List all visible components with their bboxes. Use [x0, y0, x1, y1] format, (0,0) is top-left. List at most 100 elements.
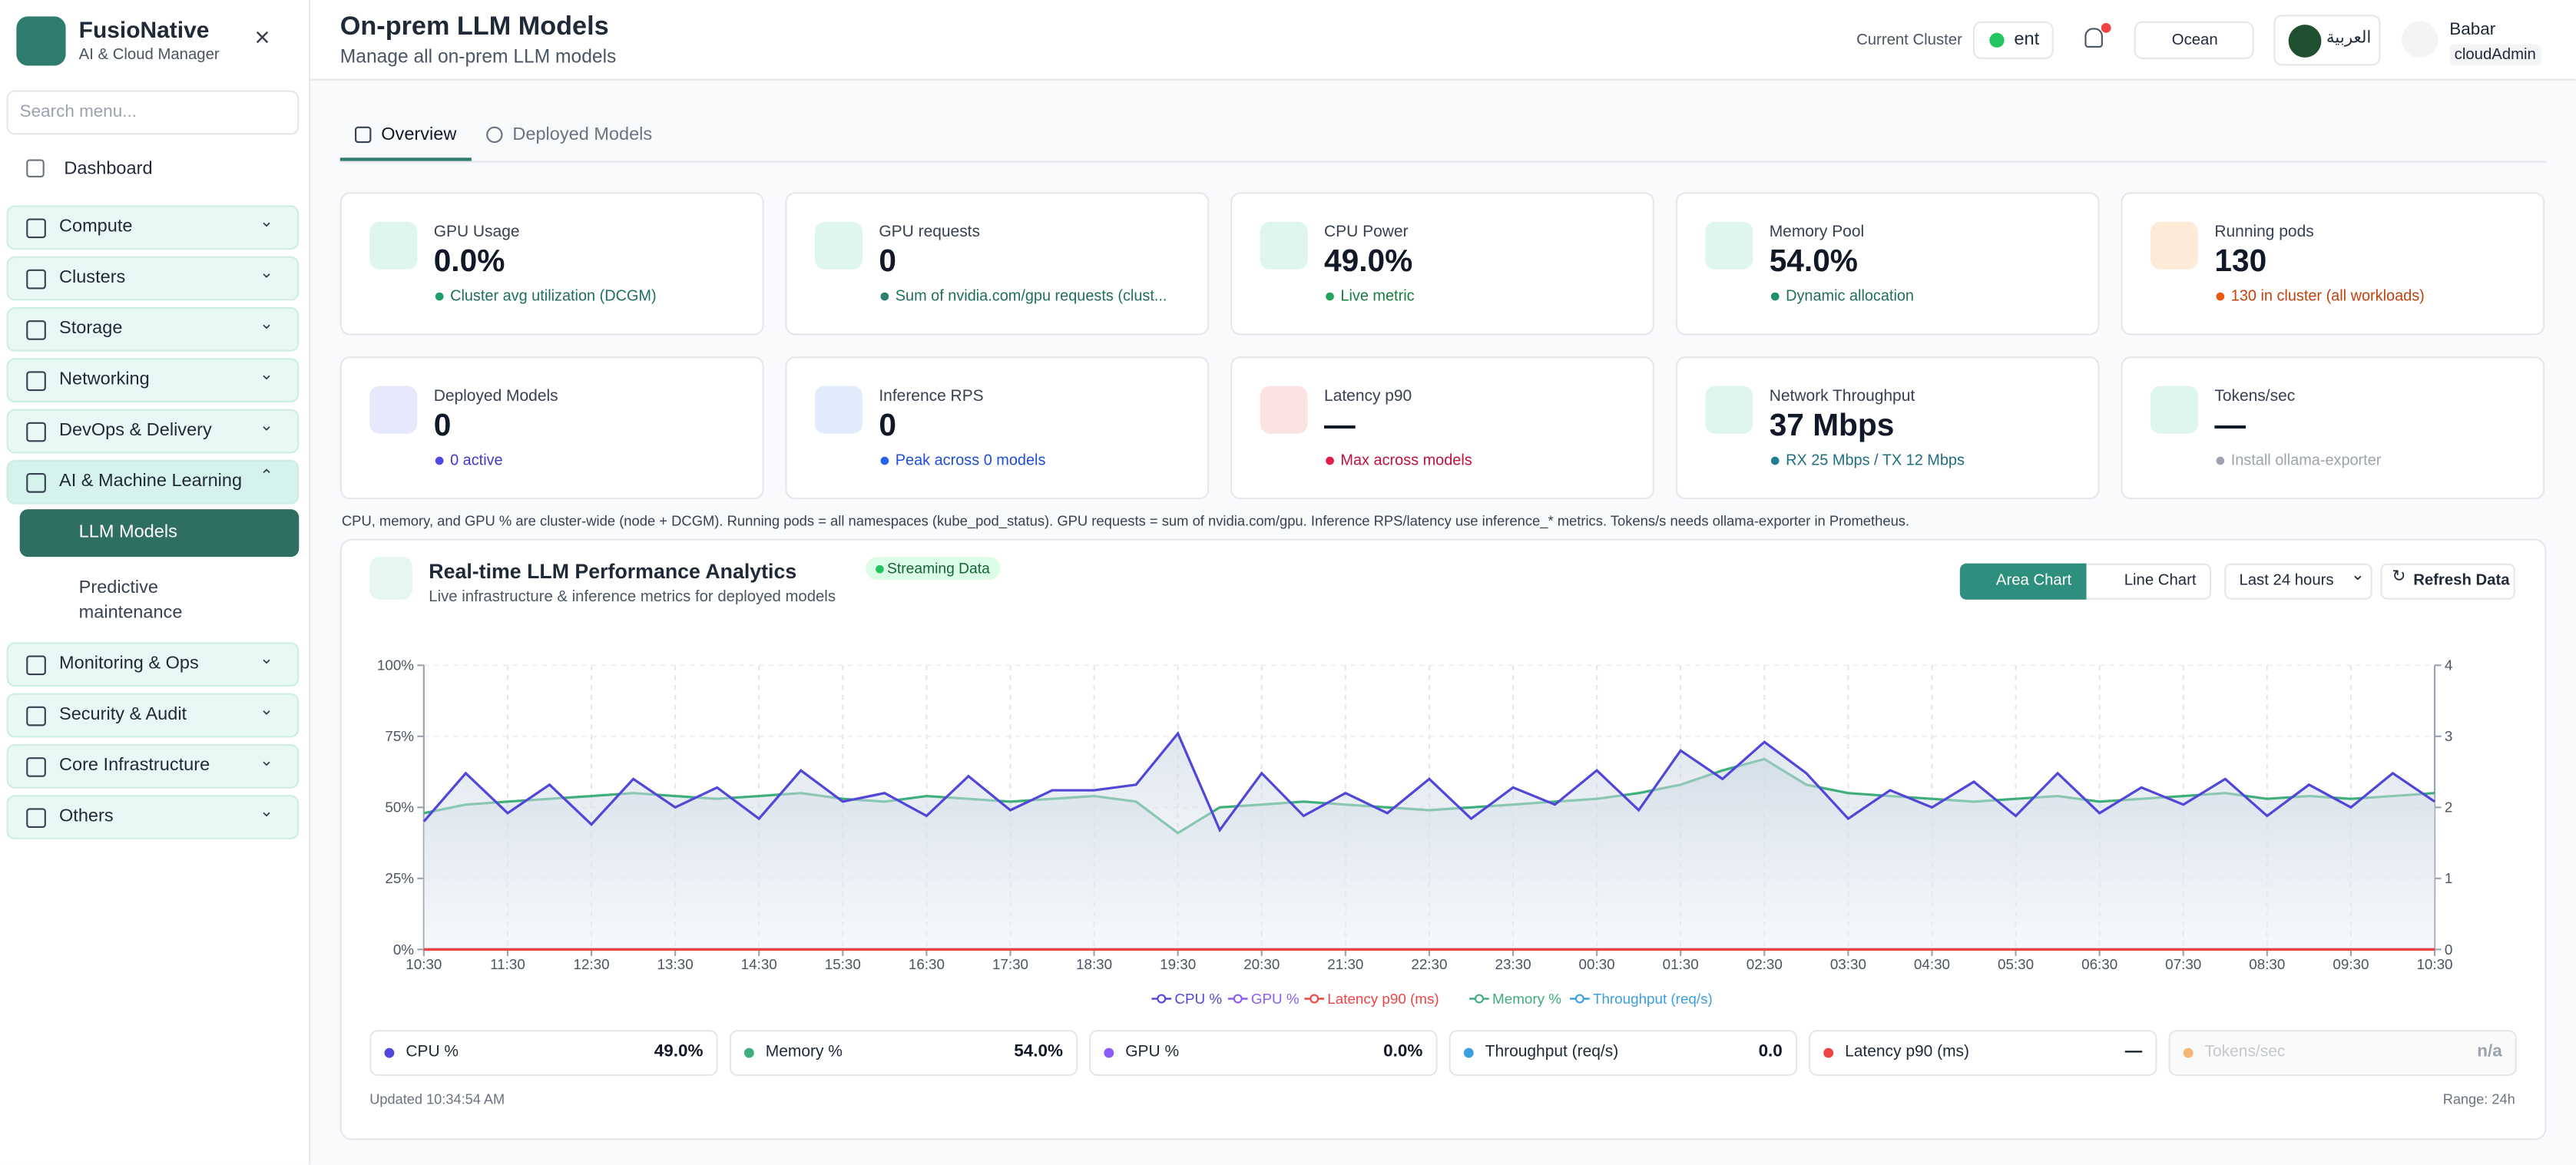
card-icon — [369, 386, 418, 434]
mode-button[interactable]: Line Chart — [2124, 571, 2197, 590]
menu-icon — [26, 473, 46, 493]
refresh-text: Refresh Data — [2413, 571, 2510, 590]
x-tick-label: 07:30 — [2165, 956, 2201, 972]
summary-box — [729, 1030, 1078, 1077]
submenu-active[interactable] — [19, 509, 300, 558]
mode-active — [1959, 563, 2087, 600]
menu-icon — [26, 269, 46, 290]
user-name: Babar — [2449, 19, 2496, 40]
card-label: Network Throughput — [1769, 387, 1915, 406]
chevron: ⌄ — [259, 264, 273, 283]
brand: FusioNative — [78, 16, 210, 43]
menu-item-box[interactable] — [6, 256, 300, 301]
menu-item-box[interactable] — [6, 693, 300, 738]
x-tick-label: 10:30 — [406, 956, 442, 972]
card-note: 0 active — [450, 452, 503, 468]
card-label: Latency p90 — [1324, 387, 1412, 406]
summary-value: 49.0% — [654, 1041, 704, 1061]
card-dot — [1770, 292, 1780, 301]
panel-subtitle: Live infrastructure & inference metrics … — [429, 587, 836, 607]
card-icon — [369, 221, 418, 270]
submenu-item[interactable]: LLM Models — [78, 522, 177, 542]
theme-select[interactable] — [2134, 21, 2254, 60]
search-box[interactable] — [6, 90, 300, 135]
summary-label: Memory % — [765, 1043, 843, 1061]
x-tick-label: 09:30 — [2333, 956, 2369, 972]
tab[interactable]: Deployed Models — [512, 124, 653, 145]
menu-item[interactable]: Dashboard — [64, 159, 153, 180]
y-tick-label: 50% — [385, 799, 414, 816]
tagline: AI & Cloud Manager — [78, 45, 220, 65]
language: العربية — [2326, 29, 2372, 48]
legend-marker — [1233, 994, 1243, 1004]
close-button[interactable]: × — [254, 25, 270, 53]
chart: 10:30 11:30 12:30 13:30 14:30 15:30 16:30 17:30… — [377, 657, 2453, 1007]
user-role: cloudAdmin — [2449, 44, 2541, 66]
mode-button[interactable]: Area Chart — [1995, 571, 2072, 590]
x-tick-label: 23:30 — [1495, 956, 1531, 972]
y-tick-label: 100% — [377, 657, 414, 674]
menu-icon — [26, 757, 46, 777]
cluster-select[interactable] — [1972, 21, 2054, 60]
x-tick-label: 01:30 — [1663, 956, 1699, 972]
submenu-item[interactable]: Predictive maintenance — [78, 578, 183, 623]
menu-icon — [26, 655, 46, 676]
card-label: Tokens/sec — [2214, 387, 2296, 406]
y2-tick-label: 4 — [2445, 657, 2452, 674]
cluster-label: Current Cluster — [1856, 31, 1962, 50]
badge-dot — [876, 564, 884, 574]
panel-title: Real-time LLM Performance Analytics — [429, 560, 797, 584]
card-label: Memory Pool — [1769, 223, 1865, 242]
chevron: ⌄ — [259, 366, 273, 385]
summary-dot — [2183, 1048, 2194, 1058]
menu-item-box[interactable] — [6, 306, 300, 352]
x-tick-label: 18:30 — [1076, 956, 1112, 972]
x-tick-label: 12:30 — [574, 956, 610, 972]
menu-item: DevOps & Delivery — [59, 420, 212, 441]
card-value: 37 Mbps — [1769, 409, 1895, 444]
card-value: — — [2214, 409, 2247, 444]
y2-tick-label: 2 — [2445, 799, 2452, 816]
legend-marker — [1310, 994, 1319, 1004]
summary-value: — — [2124, 1041, 2143, 1061]
card-note: Max across models — [1340, 452, 1472, 468]
menu-item-box[interactable] — [6, 409, 300, 454]
refresh-button[interactable] — [2380, 563, 2515, 600]
menu-icon — [26, 218, 46, 239]
cluster-name: ent — [2014, 29, 2040, 50]
card-icon — [2150, 386, 2198, 434]
y-tick-label: 25% — [385, 870, 414, 886]
summary-box — [2168, 1030, 2517, 1077]
summary-label: Tokens/sec — [2204, 1043, 2286, 1061]
menu-item-box[interactable] — [6, 459, 300, 505]
range-select[interactable] — [2224, 563, 2372, 600]
card-value: 54.0% — [1769, 244, 1858, 280]
menu-icon — [26, 808, 46, 829]
notifications[interactable] — [2084, 28, 2103, 48]
menu-item-box[interactable] — [6, 358, 300, 403]
updated: Updated 10:34:54 AM — [369, 1091, 505, 1107]
x-tick-label: 04:30 — [1914, 956, 1950, 972]
x-tick-label: 16:30 — [909, 956, 945, 972]
menu-item: Core Infrastructure — [59, 755, 210, 776]
card-dot — [880, 292, 889, 301]
search-placeholder: Search menu... — [19, 101, 137, 122]
menu-item: Clusters — [59, 267, 126, 288]
menu-item-box[interactable] — [6, 642, 300, 687]
menu-item: Others — [59, 806, 114, 826]
legend-label: Memory % — [1492, 991, 1561, 1007]
tab[interactable]: Overview — [381, 124, 457, 145]
summary-label: GPU % — [1125, 1043, 1180, 1061]
menu-item-box[interactable] — [6, 795, 300, 840]
menu-item-box[interactable] — [6, 743, 300, 789]
card-icon — [814, 221, 863, 270]
range: Range: 24h — [2442, 1091, 2515, 1107]
language-button[interactable] — [2273, 15, 2381, 66]
chevron: ⌄ — [259, 701, 273, 720]
y2-tick-label: 0 — [2445, 942, 2452, 958]
menu-item: Security & Audit — [59, 704, 187, 725]
avatar[interactable] — [2402, 21, 2439, 58]
menu-item-box[interactable] — [6, 205, 300, 250]
x-tick-label: 13:30 — [657, 956, 694, 972]
card-label: Inference RPS — [879, 387, 984, 406]
